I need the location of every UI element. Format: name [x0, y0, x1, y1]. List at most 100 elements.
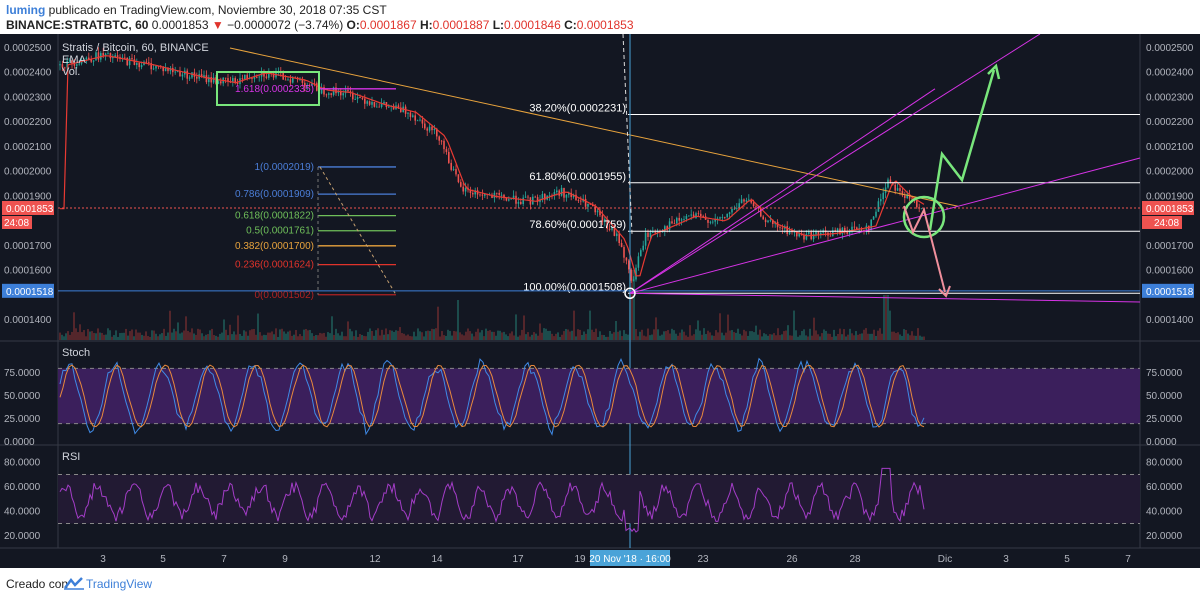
footer: Creado con TradingView	[0, 570, 1200, 597]
time-tick: 23	[697, 554, 709, 565]
price-tick-right: 0.0002100	[1146, 142, 1194, 153]
stoch-tick-left: 75.0000	[4, 368, 41, 379]
price-tick-right: 0.0001400	[1146, 315, 1194, 326]
fib-left-label: 1(0.0002019)	[255, 162, 315, 173]
high-label: H:	[419, 18, 433, 32]
author-link[interactable]: luming	[6, 3, 46, 17]
rsi-tick-left: 80.0000	[4, 457, 41, 468]
price-tick-left: 0.0001400	[4, 315, 52, 326]
time-tick: 17	[512, 554, 524, 565]
time-tick: 12	[369, 554, 381, 565]
rsi-tick-left: 60.0000	[4, 482, 41, 493]
price-tick-left: 0.0002000	[4, 167, 52, 178]
chart-svg[interactable]: 0.0002500 0.0002500 0.0002400 0.0002400 0.00…	[0, 34, 1200, 568]
fib-left-label: 0.236(0.0001624)	[235, 260, 314, 271]
price-tick-right: 0.0002500	[1146, 43, 1194, 54]
stoch-d-line	[59, 364, 925, 428]
rsi-tick-right: 40.0000	[1146, 506, 1183, 517]
last-price: 0.0001853	[151, 18, 209, 32]
fib-left-label: 1.618(0.0002335)	[235, 84, 314, 95]
rsi-tick-right: 80.0000	[1146, 457, 1183, 468]
stoch-tick-left: 0.0000	[4, 437, 35, 448]
ohlc-line: BINANCE:STRATBTC, 60 0.0001853 ▼ −0.0000…	[6, 18, 634, 32]
price-tick-left: 0.0002100	[4, 142, 52, 153]
bullish-arrowhead	[987, 63, 1001, 80]
price-tick-left: 0.0001900	[4, 191, 52, 202]
price-tick-left: 0.0002400	[4, 68, 52, 79]
price-tick-right: 0.0002000	[1146, 167, 1194, 178]
time-tick: 28	[849, 554, 861, 565]
rsi-tick-right: 20.0000	[1146, 531, 1183, 542]
fib-left-label: 0.786(0.0001909)	[235, 189, 314, 200]
price-tick-right: 0.0001700	[1146, 241, 1194, 252]
chart-header: luming publicado en TradingView.com, Nov…	[0, 0, 1200, 34]
pivot-circle	[624, 287, 636, 300]
stoch-tick-right: 25.0000	[1146, 414, 1183, 425]
highlight-box	[216, 71, 320, 106]
current-price-tag-right	[1142, 200, 1194, 215]
tradingview-logo-icon	[64, 577, 84, 590]
current-price-tag-right-text: 0.0001853	[1146, 204, 1194, 215]
chart-area[interactable]: 0.0002500 0.0002500 0.0002400 0.0002400 0.00…	[0, 34, 1200, 568]
price-tick-right: 0.0002200	[1146, 117, 1194, 128]
bearish-arrow	[903, 205, 946, 293]
low-price-tag-left-text: 0.0001518	[6, 287, 54, 298]
price-tick-right: 0.0001600	[1146, 266, 1194, 277]
time-tick: 19	[574, 554, 586, 565]
time-tick: Dic	[938, 554, 952, 565]
fib-right-label: 100.00%(0.0001508)	[523, 281, 626, 293]
symbol-label: BINANCE:STRATBTC, 60	[6, 18, 149, 32]
fib-left-label: 0.382(0.0001700)	[235, 241, 314, 252]
time-tag-right	[1142, 215, 1182, 229]
low-price-tag-left	[2, 283, 54, 298]
downtrend-line	[229, 47, 959, 207]
low-price-tag-right	[1142, 283, 1194, 298]
time-tick: 3	[1003, 554, 1009, 565]
close-label: C:	[564, 18, 577, 32]
fib-left-label: 0.5(0.0001761)	[246, 226, 314, 237]
price-tick-left: 0.0002200	[4, 117, 52, 128]
low-value: 0.0001846	[504, 18, 561, 32]
rsi-tick-right: 60.0000	[1146, 482, 1183, 493]
time-tick: 14	[431, 554, 443, 565]
rsi-label: RSI	[62, 451, 80, 463]
time-tag-left	[2, 215, 32, 229]
channel-line-upper	[629, 34, 1041, 294]
price-tick-left: 0.0002500	[4, 43, 52, 54]
legend-vol[interactable]: Vol.	[62, 66, 81, 78]
low-price-tag-right-text: 0.0001518	[1146, 287, 1194, 298]
fib-left-diagonal	[319, 166, 397, 296]
open-label: O:	[346, 18, 360, 32]
stoch-k-line	[59, 357, 925, 436]
low-label: L:	[492, 18, 505, 32]
price-tick-left: 0.0001700	[4, 241, 52, 252]
current-price-tag-left-text: 0.0001853	[6, 204, 54, 215]
time-tick: 7	[221, 554, 227, 565]
bullish-arrow	[928, 69, 996, 231]
channel-line-lower	[629, 292, 1141, 303]
candles	[59, 47, 925, 283]
chart-legend: Stratis / Bitcoin, 60, BINANCE EMA Vol.	[62, 42, 209, 78]
legend-ema[interactable]: EMA	[62, 54, 86, 66]
publish-line: luming publicado en TradingView.com, Nov…	[6, 3, 387, 17]
time-tick: 5	[1064, 554, 1070, 565]
stoch-tick-right: 75.0000	[1146, 368, 1183, 379]
rsi-tick-left: 40.0000	[4, 506, 41, 517]
made-with-label: Creado con	[6, 577, 69, 591]
price-tick-left: 0.0001600	[4, 266, 52, 277]
stoch-tick-right: 50.0000	[1146, 391, 1183, 402]
time-tick: 26	[786, 554, 798, 565]
down-arrow-icon: ▼	[211, 18, 224, 32]
tradingview-link[interactable]: TradingView	[86, 577, 153, 591]
time-tick: 5	[160, 554, 166, 565]
crosshair-time-tag	[590, 550, 670, 566]
stoch-tick-right: 0.0000	[1146, 437, 1177, 448]
channel-line-mid	[629, 157, 1141, 294]
time-tag-left-text: 24:08	[4, 218, 29, 229]
fib-right-label: 38.20%(0.0002231)	[529, 103, 626, 115]
time-tick: 7	[1125, 554, 1131, 565]
fib-left-label: 0(0.0001502)	[255, 290, 315, 301]
price-tick-right: 0.0002400	[1146, 68, 1194, 79]
fib-left-label: 0.618(0.0001822)	[235, 211, 314, 222]
channel-line-steep	[629, 88, 936, 294]
